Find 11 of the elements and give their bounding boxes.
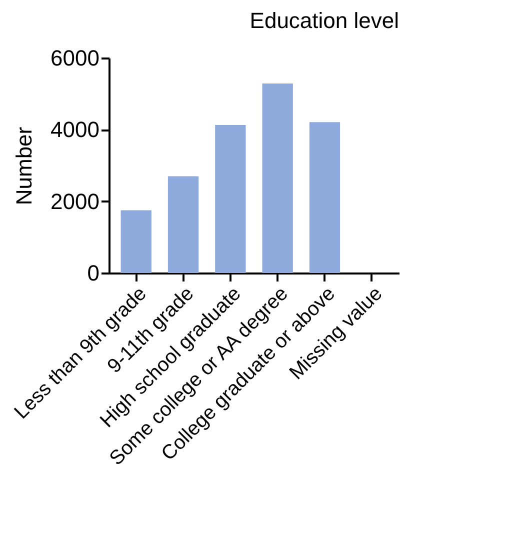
y-axis-title: Number [12,126,37,206]
bar [215,125,246,273]
y-tick-label: 2000 [50,188,100,214]
y-tick-label: 0 [87,260,100,286]
bar [309,122,340,273]
y-tick-label: 6000 [50,46,100,70]
bar [120,210,152,273]
bar [168,176,199,273]
bar [262,83,293,273]
chart-title: Education level [250,8,399,33]
y-tick-label: 4000 [50,117,100,142]
